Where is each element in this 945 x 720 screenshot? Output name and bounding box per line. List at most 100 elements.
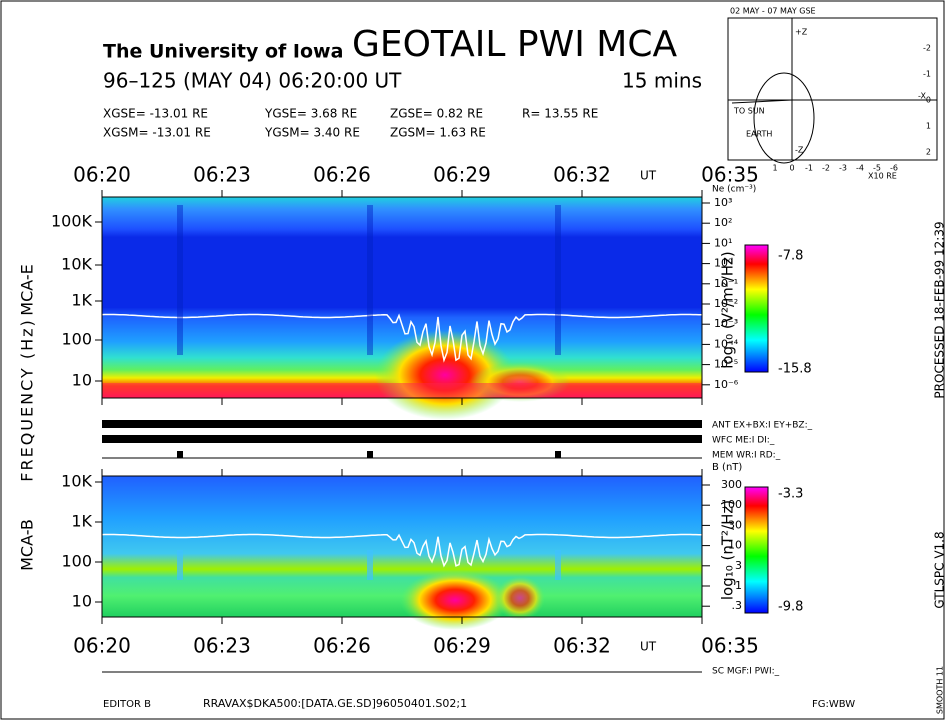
orbit-y-tick: 0 [926, 96, 931, 105]
ne-tick-label: 10⁻² [714, 297, 738, 310]
e-streak [177, 205, 183, 355]
e-cbar-max: -7.8 [778, 249, 803, 264]
b-nt-label: 30 [728, 518, 742, 531]
status-bars: ANT EX+BX:I EY+BZ:_ WFC ME:I DI:_ MEM WR… [102, 420, 813, 677]
e-floor [102, 383, 702, 398]
b-nt-label: 10 [728, 539, 742, 552]
e-trace [101, 313, 703, 363]
fg: FG:WBW [812, 699, 855, 710]
orbit-x-tick: -3 [839, 164, 847, 173]
e-colorbar [744, 244, 769, 373]
time-label: 06:26 [313, 163, 371, 187]
coord-gsm: ZGSM= 1.63 RE [390, 126, 486, 140]
orbit-earth: EARTH [746, 130, 772, 139]
time-label: 06:20 [73, 163, 131, 187]
orbit-sun: TO SUN [733, 107, 765, 116]
ne-label: Ne (cm⁻³) [712, 185, 756, 195]
orbit-box [727, 17, 938, 161]
b-freq-tick: 100 [61, 552, 92, 571]
ne-tick-label: 10⁻³ [714, 317, 738, 330]
orbit-plot: 02 MAY - 07 MAY GSE TO SUN EARTH X10 RE … [727, 7, 938, 181]
file: RRAVAX$DKA500:[DATA.GE.SD]96050401.S02;1 [203, 697, 467, 710]
sun-arrow [731, 99, 793, 104]
time-label: 06:29 [433, 163, 491, 187]
b-label: B (nT) [712, 462, 742, 473]
mem-mark [367, 451, 373, 458]
ut-label: UT [640, 169, 657, 183]
processed: PROCESSED 18-FEB-99 12:39 [933, 221, 945, 398]
orbit-axis-zp: +Z [795, 28, 808, 37]
coord-gsm: XGSM= -13.01 RE [103, 126, 211, 140]
mem-mark [555, 451, 561, 458]
status-sc: SC MGF:I PWI:_ [712, 667, 780, 677]
b-trace [101, 533, 703, 568]
e-freq-tick: 100 [61, 330, 92, 349]
orbit-x-tick: -1 [805, 164, 813, 173]
b-burst [400, 570, 510, 630]
ne-tick-label: 10⁻¹ [714, 277, 738, 290]
e-border [101, 196, 703, 399]
e-freq-tick: 10K [61, 255, 92, 274]
b-nt-label: .3 [732, 599, 743, 612]
orbit-x-tick: -5 [873, 164, 881, 173]
ne-tick-label: 10³ [714, 196, 732, 209]
b-colorbar [744, 486, 769, 614]
title: GEOTAIL PWI MCA [352, 24, 677, 65]
status-wfc: WFC ME:I DI:_ [712, 436, 775, 446]
orbit-axis-x: -X [918, 92, 926, 101]
coord-gsm: YGSM= 3.40 RE [264, 126, 360, 140]
orbit-x-tick: 0 [789, 164, 794, 173]
orbit-axis-zm: -Z [795, 146, 804, 155]
coord-gse: R= 13.55 RE [522, 107, 598, 121]
orbit-y-tick: 2 [926, 148, 931, 157]
orbit-x-tick: 1 [772, 164, 777, 173]
b-nt-label: 300 [721, 478, 742, 491]
time-label: 06:29 [433, 634, 491, 658]
time-label: 06:32 [553, 163, 611, 187]
institution: The University of Iowa [103, 41, 343, 63]
orbit-title: 02 MAY - 07 MAY GSE [730, 7, 816, 16]
time-label: 06:20 [73, 634, 131, 658]
orbit-x-tick: -2 [822, 164, 830, 173]
b-streak [367, 550, 373, 580]
label-mca-e: MCA-E [18, 264, 37, 315]
orbit-unit: X10 RE [868, 172, 897, 181]
b-cbar-label: log₁₀ (nT²/Hz) [719, 500, 737, 600]
e-freq-tick: 10 [72, 371, 92, 390]
ne-tick-label: 10⁻⁵ [714, 358, 738, 371]
status-mem: MEM WR:I RD:_ [712, 451, 781, 461]
b-nt-label: 1 [735, 579, 742, 592]
e-freq-tick: 1K [71, 291, 92, 310]
time-label: 06:23 [193, 634, 251, 658]
ne-tick-label: 10¹ [714, 236, 732, 249]
mem-mark [177, 451, 183, 458]
orbit-x-tick: -4 [856, 164, 864, 173]
time-label: 06:35 [701, 163, 759, 187]
ne-tick-label: 10⁻⁴ [714, 337, 739, 350]
b-streak [555, 550, 561, 580]
coord-gse: YGSE= 3.68 RE [264, 107, 357, 121]
orbit-path [753, 72, 815, 164]
e-streak [367, 205, 373, 355]
orbit-y-tick: 1 [926, 122, 931, 131]
b-freq-tick: 10 [72, 592, 92, 611]
b-freq-tick: 10K [61, 472, 92, 491]
orbit-y-tick: -2 [923, 44, 931, 53]
status-ant: ANT EX+BX:I EY+BZ:_ [712, 421, 813, 431]
label-frequency: FREQUENCY (Hz) [18, 318, 37, 481]
time-label: 06:32 [553, 634, 611, 658]
b-nt-label: 3 [735, 559, 742, 572]
smooth: SMOOTH 11 [936, 666, 945, 714]
orbit-x-tick: -6 [890, 164, 898, 173]
time-label: 06:23 [193, 163, 251, 187]
time-label: 06:26 [313, 634, 371, 658]
ant-bar [102, 420, 702, 428]
coord-gse: ZGSE= 0.82 RE [390, 107, 483, 121]
orbit-y-tick: -1 [923, 70, 931, 79]
editor: EDITOR B [103, 699, 151, 710]
ne-tick-label: 10² [714, 216, 732, 229]
b-streak [177, 550, 183, 580]
b-freq-tick: 1K [71, 512, 92, 531]
